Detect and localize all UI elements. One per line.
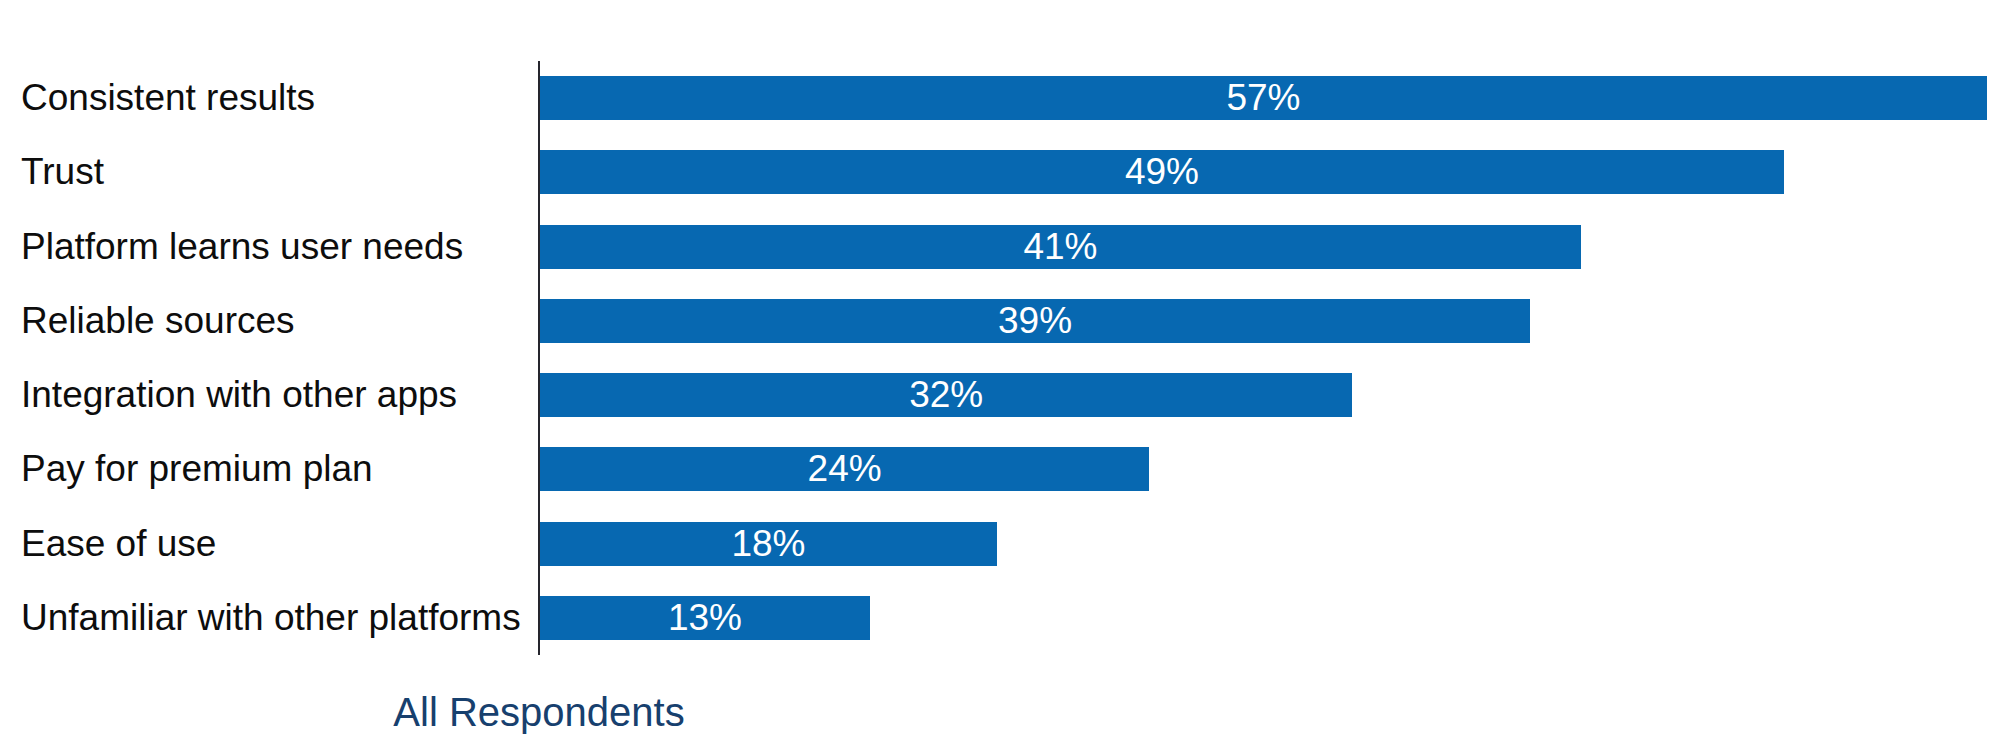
axis-caption: All Respondents [0,690,1078,735]
bar: 41% [540,225,1581,269]
bar-area: 41% [540,225,1987,269]
chart-row: Reliable sources 39% [0,284,1987,358]
category-label: Integration with other apps [0,374,540,416]
bar-value-label: 18% [731,523,805,565]
bar: 24% [540,447,1149,491]
chart-row: Unfamiliar with other platforms 13% [0,581,1987,655]
bar-value-label: 24% [808,448,882,490]
chart-row: Pay for premium plan 24% [0,432,1987,506]
bar-value-label: 49% [1125,151,1199,193]
bar-value-label: 41% [1023,226,1097,268]
bar: 57% [540,76,1987,120]
category-label: Unfamiliar with other platforms [0,597,540,639]
bar: 18% [540,522,997,566]
bar: 49% [540,150,1784,194]
chart-row: Ease of use 18% [0,507,1987,581]
category-label: Reliable sources [0,300,540,342]
bar-chart: Consistent results 57% Trust 49% Platfor… [0,0,2000,749]
category-label: Ease of use [0,523,540,565]
chart-row: Trust 49% [0,135,1987,209]
bar-value-label: 57% [1226,77,1300,119]
bar-area: 18% [540,522,1987,566]
chart-row: Platform learns user needs 41% [0,210,1987,284]
category-label: Platform learns user needs [0,226,540,268]
bar-value-label: 13% [668,597,742,639]
chart-rows: Consistent results 57% Trust 49% Platfor… [0,61,1987,655]
bar: 39% [540,299,1530,343]
bar-area: 13% [540,596,1987,640]
category-label: Trust [0,151,540,193]
bar-value-label: 32% [909,374,983,416]
bar-area: 49% [540,150,1987,194]
bar: 13% [540,596,870,640]
bar-area: 57% [540,76,1987,120]
chart-row: Integration with other apps 32% [0,358,1987,432]
category-label: Consistent results [0,77,540,119]
bar-value-label: 39% [998,300,1072,342]
bar-area: 32% [540,373,1987,417]
bar-area: 39% [540,299,1987,343]
bar: 32% [540,373,1352,417]
bar-area: 24% [540,447,1987,491]
category-label: Pay for premium plan [0,448,540,490]
chart-row: Consistent results 57% [0,61,1987,135]
